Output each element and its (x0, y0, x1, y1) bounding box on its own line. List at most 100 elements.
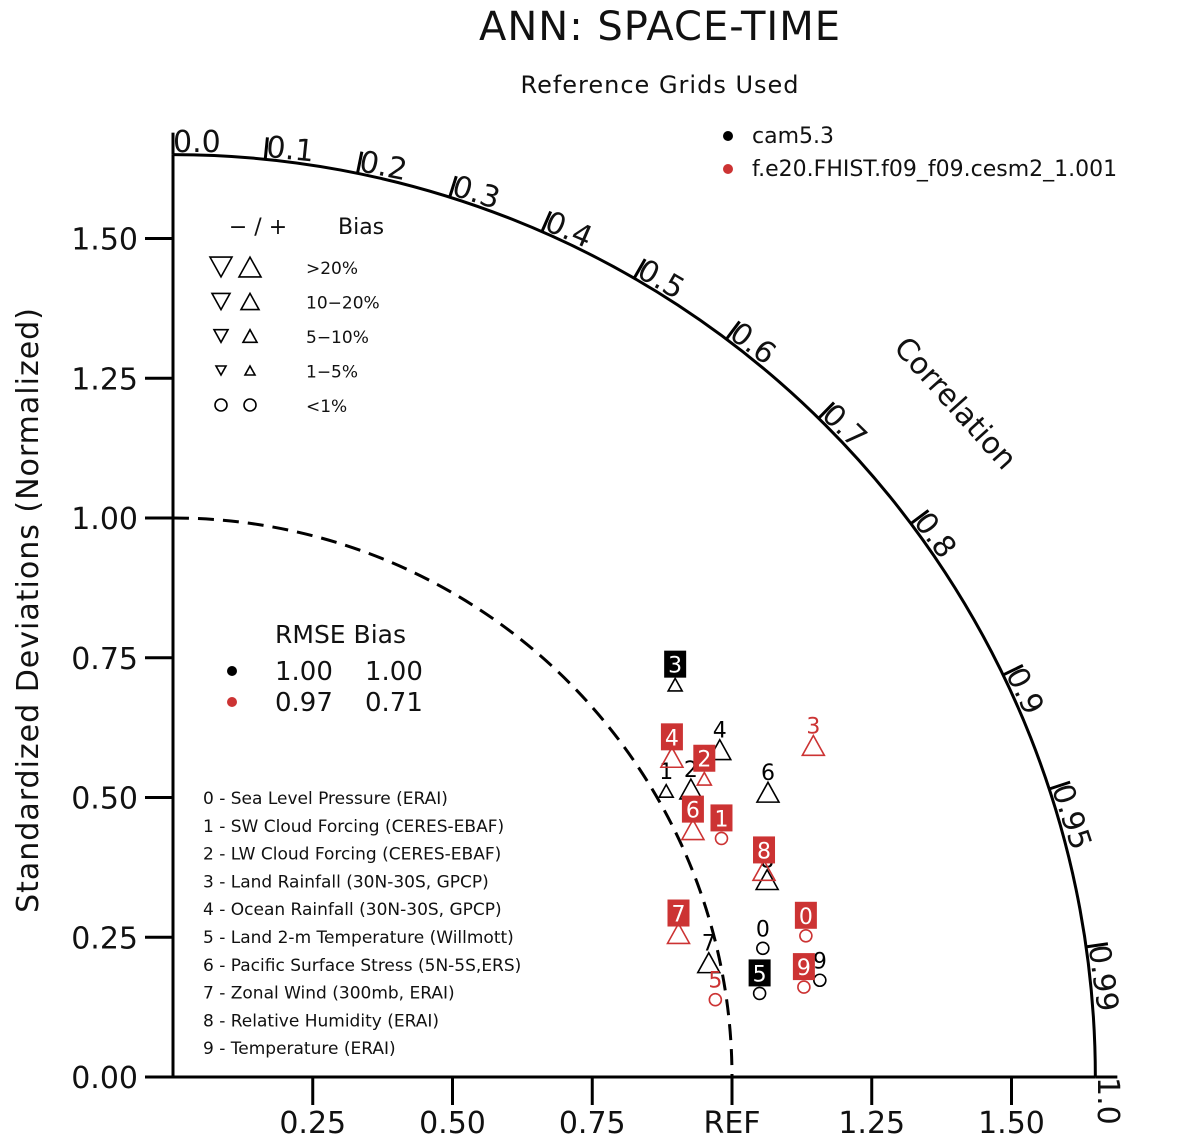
correlation-tick-label: 0.99 (1081, 943, 1125, 1014)
case-label-box (693, 744, 716, 772)
case-label: 9 (797, 956, 811, 981)
axes: 0.000.250.500.751.001.251.500.25 0.50 0.75… (71, 153, 1097, 1135)
correlation-tick-mark (632, 258, 647, 279)
data-point: 0 (794, 901, 817, 943)
correlation-tick-mark (1085, 942, 1109, 949)
correlation-tick-mark (540, 210, 553, 233)
y-axis-label: Standardized Deviations (Normalized) (11, 307, 46, 913)
case-label: 1 (659, 760, 673, 785)
x-tick-label: 1.50 (978, 1106, 1045, 1135)
correlation-tick-mark (1002, 664, 1024, 677)
y-tick-label: 0.25 (71, 921, 138, 956)
bias-circle-marker (813, 973, 827, 988)
bias-up-triangle-marker (755, 780, 781, 803)
x-tick-label: 0.50 (419, 1106, 486, 1135)
bias-legend: − / + Bias >20% 10−20% 5−10% 1−5% <1% (208, 215, 384, 417)
x-tick-label: REF (703, 1106, 760, 1135)
x-tick-label: 1.25 (838, 1106, 905, 1135)
bias-up-triangle-marker (239, 291, 261, 311)
case-list-item: 6 - Pacific Surface Stress (5N-5S,ERS) (203, 956, 521, 976)
case-list-item: 8 - Relative Humidity (ERAI) (203, 1011, 439, 1031)
correlation-tick-mark (356, 151, 364, 174)
data-point: 2 (693, 744, 716, 786)
outer-arc (172, 153, 1097, 1078)
series-legend-label: f.e20.FHIST.f09_f09.cesm2_1.001 (752, 157, 1117, 182)
case-label-box (667, 899, 690, 927)
correlation-tick-label: 0.2 (356, 144, 410, 188)
stats-table: RMSE Bias 1.00 1.000.97 0.71 (227, 620, 423, 718)
case-list-item: 3 - Land Rainfall (30N-30S, GPCP) (203, 872, 489, 892)
bias-up-triangle-marker (751, 858, 777, 882)
case-label: 4 (713, 719, 727, 744)
y-tick-label: 0.50 (71, 782, 138, 817)
bias-down-triangle-marker (214, 365, 228, 377)
case-list-item: 9 - Temperature (ERAI) (203, 1039, 396, 1059)
correlation-tick-mark (725, 320, 741, 341)
bias-up-triangle-marker (696, 951, 722, 974)
data-point: 6 (755, 761, 781, 803)
correlation-tick-label: 0.7 (815, 397, 874, 455)
stats-bias-value: 0.71 (365, 688, 423, 718)
case-label: 6 (686, 799, 700, 824)
correlation-tick-label: 1.0 (1090, 1077, 1125, 1125)
case-label-box (792, 953, 815, 981)
stats-rmse-value: 1.00 (275, 657, 333, 687)
correlation-tick-mark (1048, 780, 1071, 791)
stats-bias-value: 1.00 (365, 657, 423, 687)
data-point: 6 (680, 795, 706, 841)
case-list-item: 7 - Zonal Wind (300mb, ERAI) (203, 984, 455, 1004)
correlation-tick-label: 0.9 (998, 662, 1050, 720)
case-label: 5 (753, 962, 767, 987)
data-point: 1 (657, 760, 675, 798)
bias-legend-row-label: >20% (306, 259, 358, 279)
bias-circle-marker (714, 831, 729, 846)
data-point: 7 (696, 932, 722, 974)
data-point: 4 (659, 723, 685, 769)
y-tick-label: 0.75 (71, 642, 138, 677)
bias-up-triangle-marker (666, 676, 684, 692)
bias-legend-row-label: 5−10% (306, 328, 369, 348)
bias-up-triangle-marker (680, 818, 706, 841)
data-point: 3 (800, 714, 826, 757)
bias-up-triangle-marker (657, 782, 675, 798)
series-legend-dot (723, 164, 733, 174)
case-list-item: 4 - Ocean Rainfall (30N-30S, GPCP) (203, 900, 502, 920)
bias-legend-header: Bias (338, 215, 384, 240)
case-label-box (660, 723, 683, 751)
case-list: 0 - Sea Level Pressure (ERAI) 1 - SW Clou… (203, 789, 521, 1059)
case-label-box (753, 836, 776, 864)
bias-legend-row-label: 1−5% (306, 363, 358, 383)
stats-row-dot (227, 697, 237, 707)
case-label: 3 (668, 654, 682, 679)
bias-up-triangle-marker (243, 364, 257, 376)
case-label-box (794, 901, 817, 929)
correlation-tick-label: 0.8 (906, 506, 963, 565)
y-tick-label: 0.00 (71, 1061, 138, 1096)
series-legend: cam5.3 f.e20.FHIST.f09_f09.cesm2_1.001 (723, 124, 1117, 182)
case-label: 6 (761, 761, 775, 786)
case-label: 1 (714, 807, 728, 832)
bias-circle-marker (752, 986, 767, 1001)
bias-circle-marker (708, 992, 723, 1007)
correlation-tick-mark (909, 509, 930, 525)
series-legend-dot (723, 131, 733, 141)
case-label-box (664, 650, 687, 678)
correlation-tick-label: 0.5 (631, 253, 690, 307)
data-point: 3 (664, 650, 687, 692)
case-list-item: 1 - SW Cloud Forcing (CERES-EBAF) (203, 817, 504, 837)
case-label: 3 (806, 714, 820, 739)
bias-up-triangle-marker (237, 255, 263, 278)
case-list-item: 2 - LW Cloud Forcing (CERES-EBAF) (203, 845, 501, 865)
case-label: 8 (757, 839, 771, 864)
x-tick-label: 0.75 (559, 1106, 626, 1135)
case-label: 4 (665, 726, 679, 751)
y-tick-label: 1.00 (71, 502, 138, 537)
bias-up-triangle-marker (666, 921, 691, 945)
x-tick-label: 0.25 (279, 1106, 346, 1135)
case-label-box (710, 804, 733, 832)
reference-arc (172, 516, 734, 1078)
data-point: 7 (666, 899, 691, 945)
data-point: 5 (748, 959, 771, 1001)
stats-rmse-value: 0.97 (275, 688, 333, 718)
